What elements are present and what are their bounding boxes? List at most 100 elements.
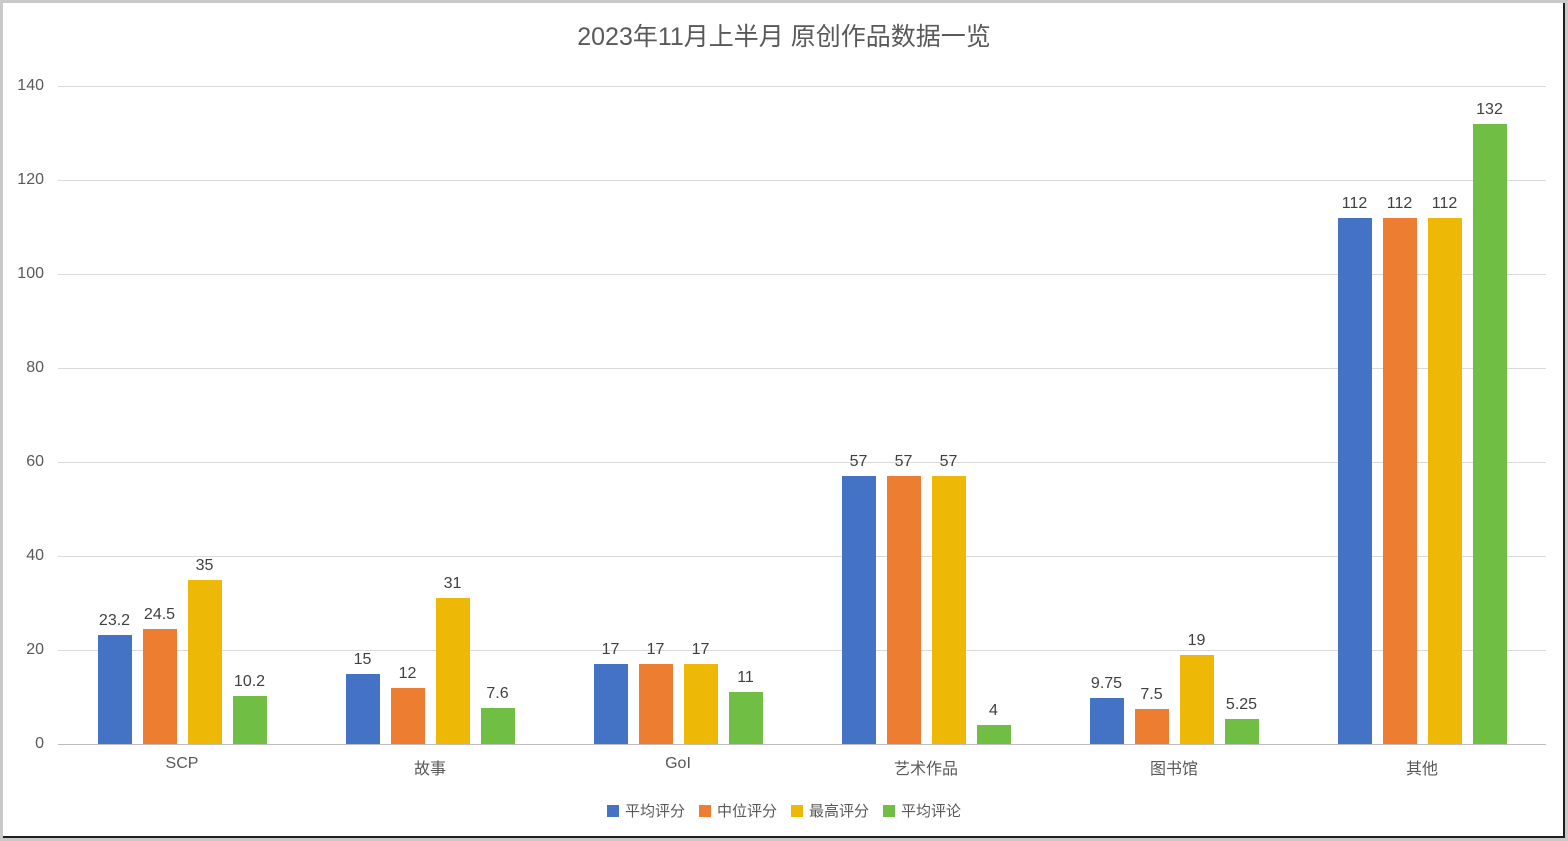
data-label: 11 (737, 669, 754, 687)
gridline (58, 86, 1546, 87)
bar-平均评论-图书馆 (1224, 719, 1259, 744)
data-label: 112 (1431, 194, 1458, 212)
bar-slot: 7.5 (1134, 86, 1169, 744)
bar-slot: 112 (1337, 86, 1372, 744)
data-label: 112 (1386, 194, 1413, 212)
y-tick-label: 140 (17, 77, 44, 94)
legend-label: 平均评分 (624, 803, 685, 820)
bar-中位评分-艺术作品 (886, 476, 921, 744)
legend-label: 平均评论 (901, 803, 962, 820)
x-axis-line (58, 744, 1546, 745)
data-label: 24.5 (143, 605, 176, 623)
bar-group: 9.75 7.5 19 5.25 (1050, 86, 1298, 744)
legend-swatch-icon (698, 804, 711, 817)
bar-slot: 10.2 (232, 86, 267, 744)
data-label: 35 (195, 556, 214, 574)
bar-最高评分-故事 (435, 598, 470, 744)
data-label: 7.5 (1140, 685, 1163, 703)
bar-group: 112 112 112 132 (1298, 86, 1546, 744)
bar-平均评分-故事 (345, 673, 380, 744)
bar-slot: 9.75 (1089, 86, 1124, 744)
bar-中位评分-SCP (142, 628, 177, 744)
bar-平均评分-艺术作品 (841, 476, 876, 744)
bar-平均评论-SCP (232, 696, 267, 744)
data-label: 17 (646, 641, 665, 659)
data-label: 19 (1187, 631, 1206, 649)
legend: 平均评分 中位评分 最高评分 平均评论 (3, 800, 1565, 821)
bar-slot: 11 (728, 86, 763, 744)
gridline (58, 462, 1546, 463)
bar-slot: 15 (345, 86, 380, 744)
bar-slot: 112 (1427, 86, 1462, 744)
data-label: 10.2 (233, 673, 266, 691)
x-category-label: SCP (165, 755, 199, 772)
bar-平均评分-其他 (1337, 217, 1372, 744)
bar-slot: 17 (593, 86, 628, 744)
data-label: 17 (601, 641, 620, 659)
bar-group: 57 57 57 4 (802, 86, 1050, 744)
data-label: 23.2 (98, 611, 131, 629)
bar-最高评分-图书馆 (1179, 654, 1214, 744)
y-tick-label: 0 (35, 735, 44, 752)
bar-中位评分-图书馆 (1134, 708, 1169, 744)
gridline (58, 368, 1546, 369)
data-label: 5.25 (1225, 696, 1258, 714)
bar-中位评分-GoI (638, 664, 673, 744)
bar-slot: 57 (886, 86, 921, 744)
bar-slot: 4 (976, 86, 1011, 744)
data-label: 4 (989, 702, 998, 720)
data-label: 132 (1476, 100, 1503, 118)
bar-最高评分-SCP (187, 579, 222, 744)
bar-slot: 31 (435, 86, 470, 744)
legend-swatch-icon (606, 804, 619, 817)
x-axis-labels: SCP 故事 GoI 艺术作品 图书馆 其他 (58, 755, 1546, 779)
bar-平均评论-其他 (1472, 123, 1507, 744)
x-category-label: 其他 (1405, 761, 1438, 778)
y-tick-label: 100 (17, 265, 44, 282)
data-label: 12 (398, 664, 417, 682)
bar-最高评分-其他 (1427, 217, 1462, 744)
legend-label: 中位评分 (716, 803, 777, 820)
y-tick-label: 80 (26, 359, 44, 376)
frame-edge-right (1563, 3, 1565, 838)
data-label: 15 (353, 650, 372, 668)
legend-label: 最高评分 (809, 803, 870, 820)
data-label: 9.75 (1090, 675, 1123, 693)
bar-平均评分-GoI (593, 664, 628, 744)
bar-slot: 35 (187, 86, 222, 744)
bar-group: 15 12 31 7.6 (306, 86, 554, 744)
x-category-label: 故事 (413, 761, 446, 778)
bar-最高评分-GoI (683, 664, 718, 744)
bar-slot: 17 (683, 86, 718, 744)
bar-slot: 17 (638, 86, 673, 744)
data-label: 31 (443, 575, 462, 593)
bar-平均评论-GoI (728, 692, 763, 744)
x-category-label: 艺术作品 (893, 761, 958, 778)
y-tick-label: 60 (26, 453, 44, 470)
frame-edge-bottom (3, 836, 1565, 838)
legend-item: 平均评分 (606, 800, 685, 821)
data-label: 57 (849, 453, 868, 471)
chart-title: 2023年11月上半月 原创作品数据一览 (577, 23, 991, 51)
gridline (58, 556, 1546, 557)
legend-swatch-icon (791, 804, 803, 817)
bar-slot: 23.2 (97, 86, 132, 744)
y-tick-label: 120 (17, 171, 44, 188)
gridline (58, 274, 1546, 275)
bar-group: 23.2 24.5 35 10.2 (58, 86, 306, 744)
bar-中位评分-故事 (390, 687, 425, 744)
bar-中位评分-其他 (1382, 217, 1417, 744)
bar-slot: 57 (931, 86, 966, 744)
bar-slot: 5.25 (1224, 86, 1259, 744)
y-tick-label: 20 (26, 641, 44, 658)
bar-slot: 7.6 (480, 86, 515, 744)
bar-slot: 24.5 (142, 86, 177, 744)
data-label: 7.6 (486, 685, 509, 703)
bar-平均评分-SCP (97, 634, 132, 744)
x-category-label: GoI (665, 755, 691, 772)
gridline (58, 180, 1546, 181)
legend-item: 平均评论 (883, 800, 961, 821)
bar-平均评分-图书馆 (1089, 698, 1124, 744)
y-tick-label: 40 (26, 547, 44, 564)
